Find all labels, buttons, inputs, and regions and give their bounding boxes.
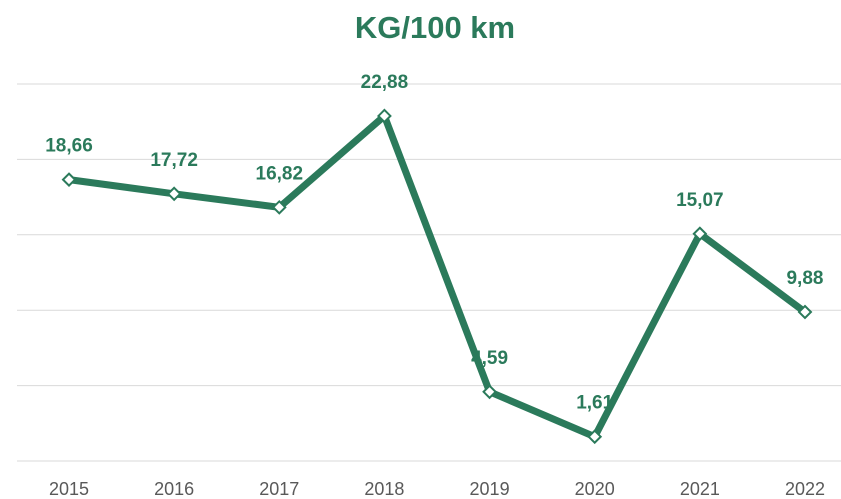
marker xyxy=(692,226,708,242)
data-label: 9,88 xyxy=(786,268,823,289)
marker xyxy=(482,384,497,400)
x-tick-label: 2016 xyxy=(154,479,194,499)
data-label: 17,72 xyxy=(150,150,198,171)
chart-title: KG/100 km xyxy=(355,10,515,45)
x-tick-label: 2022 xyxy=(785,479,825,499)
marker xyxy=(271,199,287,215)
marker xyxy=(587,429,603,445)
marker xyxy=(377,108,392,124)
x-tick-label: 2017 xyxy=(259,479,299,499)
x-tick-label: 2020 xyxy=(575,479,615,499)
data-label: 1,61 xyxy=(576,393,613,414)
marker xyxy=(166,186,182,202)
data-label: 16,82 xyxy=(256,163,304,184)
x-tick-label: 2021 xyxy=(680,479,720,499)
x-tick-label: 2018 xyxy=(364,479,404,499)
x-tick-label: 2015 xyxy=(49,479,89,499)
data-label: 22,88 xyxy=(361,72,409,93)
data-label: 18,66 xyxy=(45,136,93,157)
line xyxy=(68,110,808,442)
marker xyxy=(797,304,813,320)
x-tick-label: 2019 xyxy=(470,479,510,499)
data-label: 4,59 xyxy=(471,348,508,369)
data-label: 15,07 xyxy=(676,190,724,211)
marker xyxy=(61,172,77,188)
